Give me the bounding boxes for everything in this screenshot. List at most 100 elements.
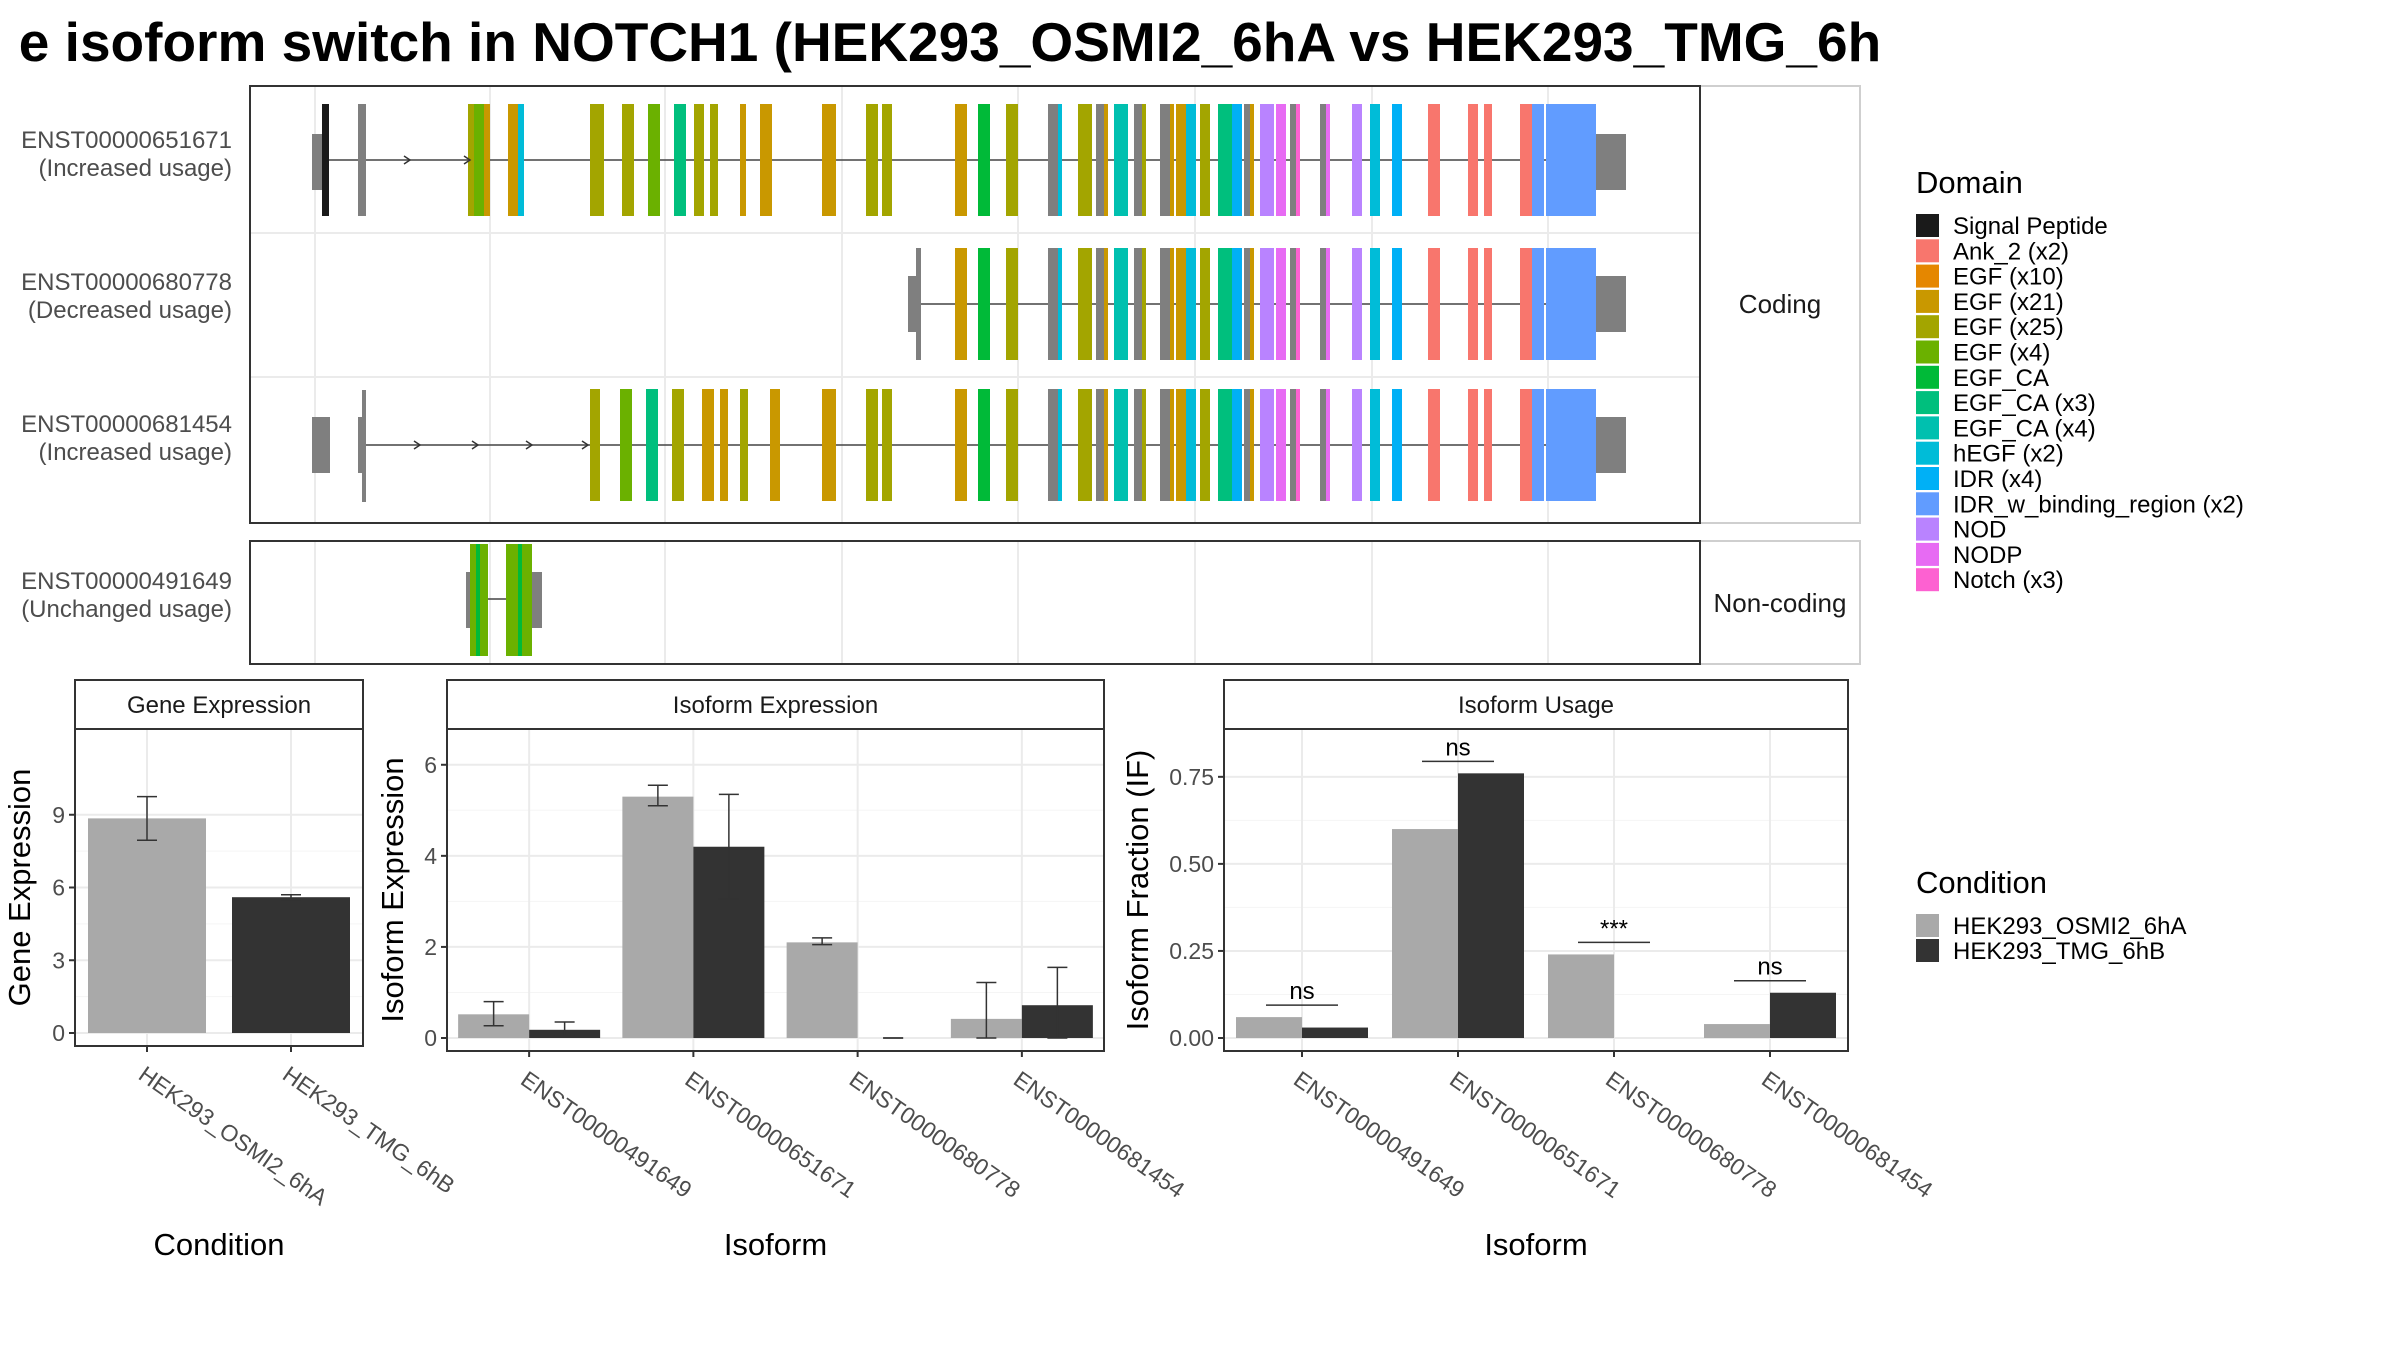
domain-legend-label: Notch (x3) [1953, 567, 2064, 594]
exon [1186, 104, 1196, 216]
exon [1546, 389, 1566, 501]
bar [88, 818, 206, 1033]
exon [1232, 104, 1242, 216]
exon [1484, 104, 1492, 216]
chart-strip [74, 679, 364, 730]
exon [1276, 248, 1286, 360]
exon [1006, 248, 1018, 360]
exon [1532, 248, 1544, 360]
exon-domain-edge [1170, 248, 1174, 360]
exon-domain-edge [1058, 104, 1062, 216]
exon [1186, 389, 1196, 501]
x-tick-label: ENST00000651671 [681, 1066, 861, 1203]
exon-domain-edge [1142, 248, 1146, 360]
domain-legend-key [1916, 264, 1939, 288]
exon [1566, 389, 1596, 501]
y-tick-label: 0 [52, 1020, 65, 1046]
y-tick-label: 0.00 [1169, 1025, 1214, 1051]
y-tick-label: 3 [52, 947, 65, 973]
exon [1006, 104, 1018, 216]
chart-strip-label: Gene Expression [127, 692, 311, 719]
exon [1200, 104, 1210, 216]
x-tick-label: ENST00000681454 [1757, 1066, 1938, 1203]
exon-domain-edge [1142, 104, 1146, 216]
domain-legend-key [1916, 568, 1939, 592]
exon [1352, 248, 1362, 360]
bar [1548, 954, 1614, 1038]
exon-domain-edge [1058, 389, 1062, 501]
exon-domain-edge [1058, 248, 1062, 360]
y-axis-title: Isoform Expression [375, 757, 410, 1022]
chart-isoform-expression: Isoform Expression0246ENST00000491649ENS… [375, 679, 1190, 1262]
condition-legend-label: HEK293_TMG_6hB [1953, 938, 2165, 965]
exon-domain-edge [1326, 389, 1330, 501]
x-tick-label: ENST00000680778 [845, 1066, 1025, 1203]
utr [312, 417, 330, 473]
intron-arrow [463, 155, 472, 165]
domain-legend-key [1916, 365, 1939, 389]
exon [866, 389, 878, 501]
exon [978, 104, 990, 216]
transcript-id-label: ENST00000681454 [21, 411, 232, 438]
chart-strip-label: Isoform Usage [1458, 692, 1614, 719]
utr [1596, 276, 1626, 332]
intron-arrow [581, 440, 590, 450]
exon [978, 248, 990, 360]
bar [786, 942, 858, 1038]
exon [770, 389, 780, 501]
exon [1260, 389, 1274, 501]
exon-domain-edge [1104, 248, 1108, 360]
utr [358, 417, 364, 473]
exon [620, 389, 632, 501]
exon [1290, 248, 1300, 360]
exon-domain-edge [1326, 248, 1330, 360]
transcript-id-label: ENST00000680778 [21, 269, 232, 296]
significance-label: ns [1289, 978, 1314, 1005]
noncoding-panel-border [249, 540, 1701, 665]
exon [1276, 104, 1286, 216]
transcript-ENST00000491649 [466, 544, 542, 656]
intron-arrow [471, 440, 480, 450]
condition-legend-key [1916, 939, 1939, 962]
exon [1520, 389, 1534, 501]
noncoding-panel-bg [250, 541, 1700, 664]
coding-strip [1699, 85, 1861, 524]
signal-peptide-exon [322, 104, 329, 216]
exon [866, 104, 878, 216]
exon [1566, 248, 1596, 360]
domain-legend-label: Signal Peptide [1953, 213, 2108, 240]
significance-label: *** [1600, 915, 1628, 942]
exon-domain-edge [1104, 104, 1108, 216]
utr [1596, 417, 1626, 473]
x-axis-title: Isoform [724, 1227, 827, 1262]
exon [760, 104, 772, 216]
exon [518, 544, 522, 656]
exon [590, 104, 604, 216]
exon-domain-edge [1170, 389, 1174, 501]
domain-legend-label: EGF (x10) [1953, 264, 2064, 291]
transcript-usage-label: (Increased usage) [39, 439, 232, 466]
bar [1236, 1017, 1302, 1038]
condition-legend-label: HEK293_OSMI2_6hA [1953, 913, 2186, 940]
exon [1320, 389, 1330, 501]
exon [1370, 248, 1380, 360]
y-tick-label: 6 [424, 752, 437, 778]
exon [694, 104, 704, 216]
x-tick-label: ENST00000491649 [1289, 1066, 1469, 1203]
chart-strip-label: Isoform Expression [673, 692, 878, 719]
x-tick-label: ENST00000681454 [1009, 1066, 1190, 1203]
exon-domain-edge [1142, 389, 1146, 501]
exon [1244, 248, 1254, 360]
y-tick-label: 0 [424, 1025, 437, 1051]
exon [1260, 248, 1274, 360]
exon [1392, 248, 1402, 360]
domain-legend-key [1916, 289, 1939, 313]
exon [358, 104, 366, 216]
exon [1006, 389, 1018, 501]
noncoding-strip [1699, 540, 1861, 665]
utr [908, 276, 918, 332]
exon [955, 248, 967, 360]
exon-domain-edge [1296, 389, 1300, 501]
